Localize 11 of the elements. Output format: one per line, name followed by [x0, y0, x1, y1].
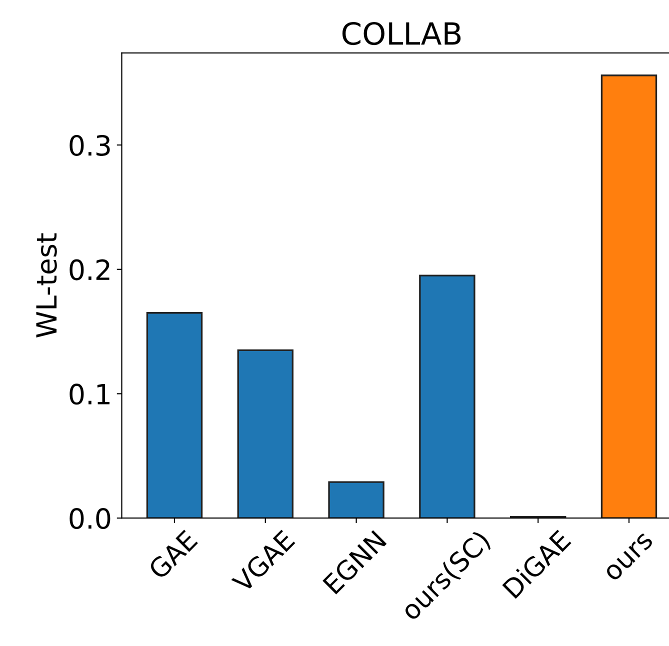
chart-title: COLLAB — [342, 22, 461, 46]
bar — [146, 312, 203, 518]
bar — [237, 349, 294, 518]
bar — [600, 74, 658, 518]
y-tick-label: 0.3 — [70, 134, 110, 156]
y-tick-label: 0.2 — [70, 259, 110, 280]
bar — [328, 481, 384, 518]
bar — [419, 274, 476, 518]
y-tick-label: 0.0 — [70, 508, 110, 530]
y-tick-label: 0.1 — [70, 384, 110, 405]
y-axis-title: WL-test — [36, 233, 57, 338]
